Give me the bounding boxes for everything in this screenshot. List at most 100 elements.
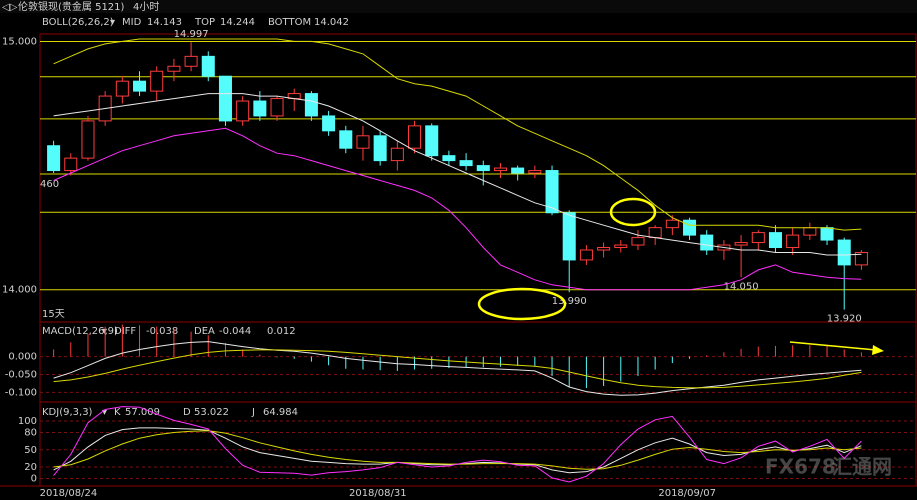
candle-body — [408, 125, 422, 149]
indicator-title: MACD(12,26,9) — [42, 326, 118, 337]
y-tick-label: -0.050 — [5, 370, 37, 381]
y-tick-label: -0.100 — [5, 387, 37, 398]
candle-body — [115, 80, 129, 97]
candle-body — [133, 80, 147, 92]
legend-name: D — [183, 407, 191, 418]
candle-body — [184, 55, 198, 67]
legend-value: 53.022 — [194, 407, 229, 418]
legend-value: 0.012 — [267, 326, 296, 337]
candle-body — [476, 165, 490, 172]
y-tick-label: 15.000 — [2, 36, 37, 47]
y-tick-label: 20 — [24, 462, 37, 473]
highlight-ellipse — [609, 197, 657, 227]
candle-body — [511, 167, 525, 174]
legend-value: 14.143 — [147, 17, 182, 28]
candle-body — [820, 227, 834, 241]
y-tick-label: 50 — [24, 445, 37, 456]
watermark: 汇通网 — [832, 455, 892, 479]
candle-body — [236, 100, 250, 122]
nav-arrows[interactable]: ◁▷ — [2, 2, 18, 13]
trend-arrow-head — [872, 345, 884, 355]
candle-body — [390, 147, 404, 162]
candle-body — [81, 120, 95, 159]
x-tick-label: 2018/09/07 — [658, 488, 716, 499]
candle-body — [150, 70, 164, 92]
candle-body — [459, 160, 473, 167]
indicator-title: BOLL(26,26,2) — [42, 17, 114, 28]
candle-body — [562, 212, 576, 261]
title-bar — [0, 0, 917, 13]
cursor-label: 460 — [40, 179, 59, 190]
candle-body — [201, 55, 215, 77]
candle-body — [304, 93, 318, 117]
trend-arrow — [789, 341, 877, 351]
candle-body — [768, 232, 782, 249]
x-tick-label: 2018/08/24 — [40, 488, 98, 499]
y-tick-label: 0 — [31, 474, 37, 485]
candle-body — [425, 125, 439, 157]
indicator-title: KDJ(9,3,3) — [42, 407, 93, 418]
candle-body — [734, 242, 748, 246]
candle-body — [270, 98, 284, 117]
legend-name: TOP — [194, 17, 215, 28]
candle-body — [373, 135, 387, 162]
window-title: 伦敦银现(贵金属 5121) — [18, 0, 125, 13]
legend-name: DIFF — [114, 326, 136, 337]
candle-body — [837, 239, 851, 266]
indicator-line — [53, 127, 862, 291]
candle-body — [356, 135, 370, 149]
indicator-line — [53, 38, 862, 231]
indicator-line — [53, 341, 862, 396]
indicator-line — [53, 349, 862, 389]
candle-body — [665, 219, 679, 229]
candle-body — [64, 157, 78, 172]
price-annotation: 13.920 — [827, 314, 862, 325]
watermark: FX678 — [765, 455, 836, 479]
candle-body — [528, 170, 542, 174]
candle-body — [322, 115, 336, 132]
candle-body — [579, 249, 593, 261]
candle-body — [614, 244, 628, 249]
candle-body — [803, 227, 817, 236]
period[interactable]: 4小时 — [133, 1, 159, 13]
candle-body — [751, 232, 765, 244]
legend-name: K — [114, 407, 121, 418]
indicator-line — [53, 93, 862, 256]
dropdown: ▾ — [110, 17, 115, 28]
candle-body — [218, 75, 232, 122]
price-annotation: 14.050 — [724, 281, 759, 292]
candle-body — [253, 100, 267, 117]
legend-name: J — [251, 407, 255, 418]
candle-body — [700, 234, 714, 251]
highlight-ellipse — [477, 287, 567, 321]
candle-body — [854, 251, 868, 266]
legend-value: 14.244 — [220, 17, 255, 28]
candle-body — [631, 237, 645, 246]
dropdown: ▾ — [102, 407, 107, 418]
y-tick-label: 0.000 — [8, 352, 37, 363]
indicator-line — [53, 406, 862, 483]
legend-value: 14.042 — [314, 17, 349, 28]
candle-body — [648, 227, 662, 239]
legend-name: MID — [122, 17, 142, 28]
candle-body — [545, 170, 559, 214]
legend-value: 64.984 — [263, 407, 298, 418]
price-annotation: 13.990 — [552, 296, 587, 307]
price-annotation: 14.997 — [174, 29, 209, 40]
candle-body — [683, 219, 697, 236]
candle-body — [597, 247, 611, 251]
x-tick-label: 2018/08/31 — [349, 488, 407, 499]
legend-value: 57.009 — [125, 407, 160, 418]
candle-body — [47, 145, 61, 172]
y-tick-label: 14.000 — [2, 285, 37, 296]
candle-body — [442, 155, 456, 162]
legend-name: DEA — [194, 326, 215, 337]
y-tick-label: 100 — [18, 416, 37, 427]
y-tick-label: 80 — [24, 427, 37, 438]
candle-body — [339, 130, 353, 149]
legend-name: BOTTOM — [268, 17, 311, 28]
legend-value: -0.044 — [219, 326, 251, 337]
period-label: 15天 — [42, 309, 65, 320]
dropdown: ▾ — [102, 326, 107, 337]
